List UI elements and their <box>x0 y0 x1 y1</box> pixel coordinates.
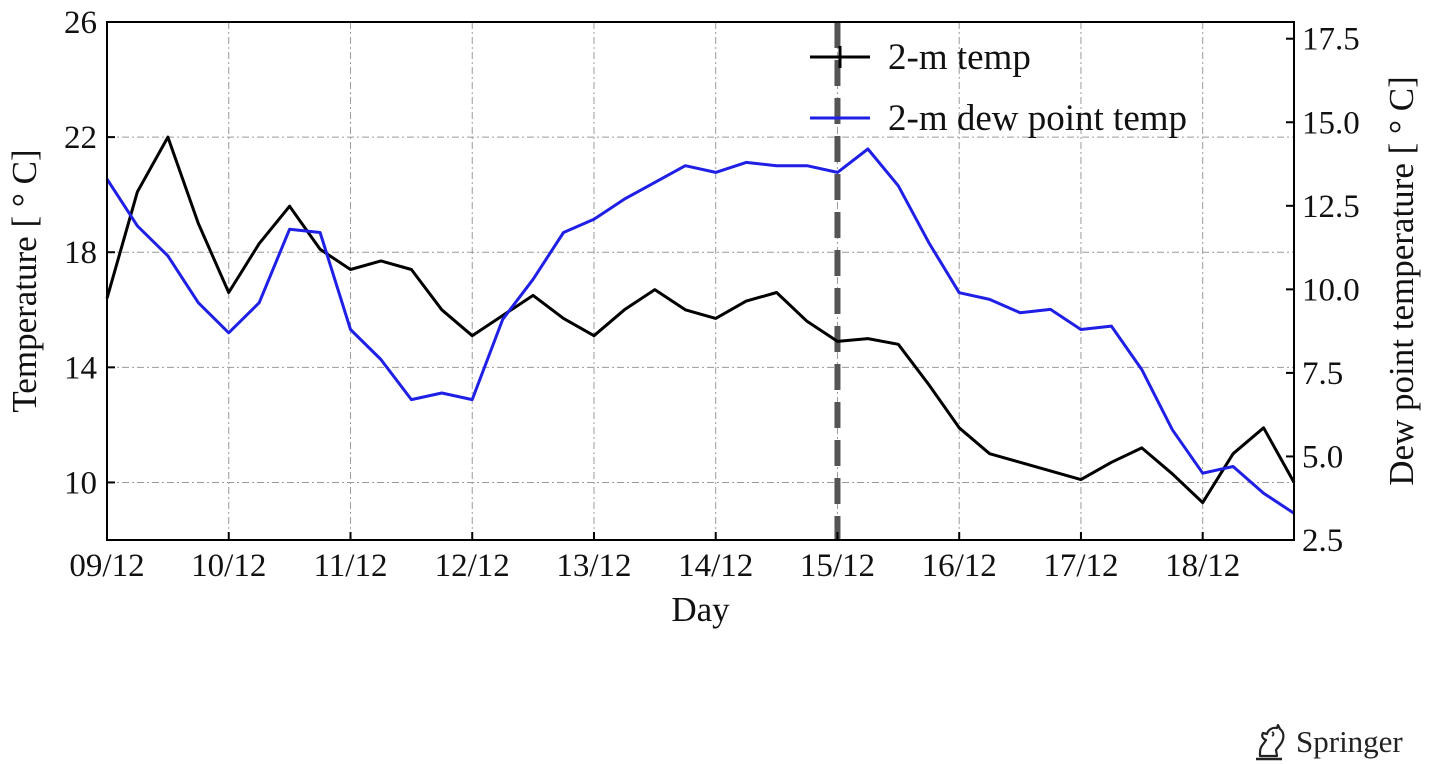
y-left-tick-label: 26 <box>64 5 97 41</box>
y-left-tick-label: 14 <box>64 350 97 386</box>
y-right-tick-label: 17.5 <box>1302 22 1360 58</box>
x-tick-label: 18/12 <box>1165 548 1240 584</box>
y-left-tick-label: 22 <box>64 120 97 156</box>
x-tick-label: 14/12 <box>678 548 753 584</box>
x-tick-label: 13/12 <box>556 548 631 584</box>
springer-horse-head-icon <box>1256 723 1285 761</box>
publisher-name: Springer <box>1296 724 1403 759</box>
y-right-tick-label: 5.0 <box>1302 439 1343 475</box>
legend-item-temp: 2-m temp <box>810 37 1031 78</box>
line-chart: 09/12 10/12 11/12 12/12 13/12 14/12 15/12 16/12… <box>5 5 1421 629</box>
y-axis-left-title: Temperature [ ° C] <box>5 149 44 412</box>
series-line-0 <box>105 135 1296 505</box>
x-tick-label: 10/12 <box>191 548 266 584</box>
y-right-tick-label: 15.0 <box>1302 105 1360 141</box>
legend-label-dewpoint: 2-m dew point temp <box>888 98 1187 139</box>
x-tick-label: 12/12 <box>435 548 510 584</box>
x-tick-label: 09/12 <box>69 548 144 584</box>
legend-label-temp: 2-m temp <box>888 37 1031 78</box>
series-line-1 <box>105 147 1295 515</box>
axis-ticks: 09/12 10/12 11/12 12/12 13/12 14/12 15/12 16/12… <box>64 5 1360 584</box>
x-tick-label: 15/12 <box>800 548 875 584</box>
x-tick-label: 11/12 <box>314 548 388 584</box>
series-group <box>105 135 1296 515</box>
x-axis-title: Day <box>671 590 730 629</box>
y-right-tick-label: 2.5 <box>1302 523 1343 559</box>
legend-item-dewpoint: 2-m dew point temp <box>810 98 1187 139</box>
x-tick-label: 16/12 <box>922 548 997 584</box>
publisher-logo: Springer <box>1250 722 1403 762</box>
y-axis-right-title: Dew point temperature [ ° C] <box>1382 76 1421 486</box>
y-right-tick-label: 7.5 <box>1302 356 1343 392</box>
y-left-tick-label: 18 <box>64 235 97 271</box>
plot-frame <box>106 21 1295 541</box>
y-left-tick-label: 10 <box>64 465 97 501</box>
y-right-tick-label: 12.5 <box>1302 189 1360 225</box>
legend: 2-m temp 2-m dew point temp <box>810 37 1187 139</box>
y-right-tick-label: 10.0 <box>1302 272 1360 308</box>
x-tick-label: 17/12 <box>1043 548 1118 584</box>
